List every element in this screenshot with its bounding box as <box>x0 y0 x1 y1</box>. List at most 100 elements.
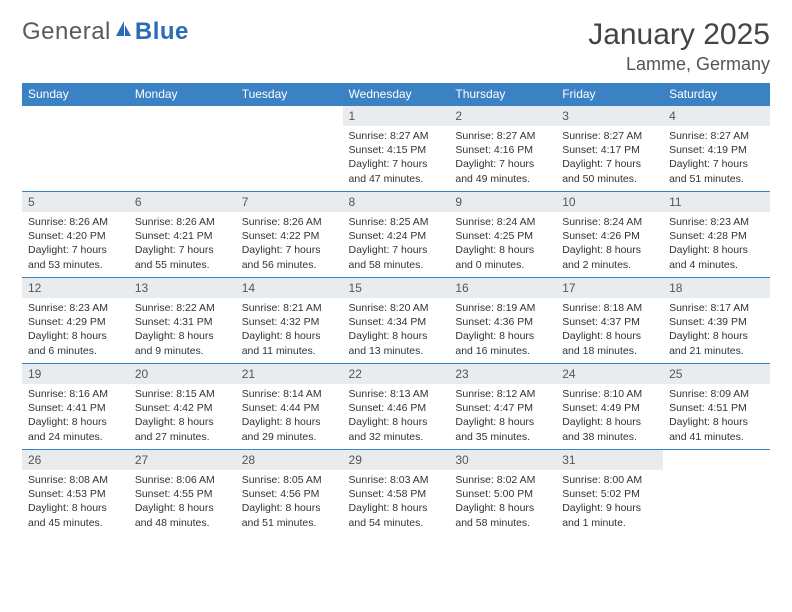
day-details: Sunrise: 8:17 AMSunset: 4:39 PMDaylight:… <box>663 298 770 362</box>
weekday-header: Tuesday <box>236 83 343 106</box>
daylight-text: Daylight: 8 hours and 0 minutes. <box>455 243 550 271</box>
sunrise-text: Sunrise: 8:09 AM <box>669 387 764 401</box>
day-number: 27 <box>129 450 236 470</box>
calendar-day-cell: 30Sunrise: 8:02 AMSunset: 5:00 PMDayligh… <box>449 450 556 536</box>
daylight-text: Daylight: 8 hours and 6 minutes. <box>28 329 123 357</box>
sunrise-text: Sunrise: 8:15 AM <box>135 387 230 401</box>
sunset-text: Sunset: 4:56 PM <box>242 487 337 501</box>
sunset-text: Sunset: 4:46 PM <box>349 401 444 415</box>
daylight-text: Daylight: 8 hours and 51 minutes. <box>242 501 337 529</box>
sunset-text: Sunset: 4:39 PM <box>669 315 764 329</box>
calendar-day-cell: 14Sunrise: 8:21 AMSunset: 4:32 PMDayligh… <box>236 278 343 364</box>
sunrise-text: Sunrise: 8:08 AM <box>28 473 123 487</box>
sunset-text: Sunset: 4:53 PM <box>28 487 123 501</box>
day-number: 18 <box>663 278 770 298</box>
calendar-empty-cell <box>129 106 236 192</box>
sunset-text: Sunset: 4:17 PM <box>562 143 657 157</box>
day-details: Sunrise: 8:15 AMSunset: 4:42 PMDaylight:… <box>129 384 236 448</box>
day-details: Sunrise: 8:10 AMSunset: 4:49 PMDaylight:… <box>556 384 663 448</box>
day-details: Sunrise: 8:24 AMSunset: 4:25 PMDaylight:… <box>449 212 556 276</box>
calendar-week-row: 19Sunrise: 8:16 AMSunset: 4:41 PMDayligh… <box>22 364 770 450</box>
daylight-text: Daylight: 8 hours and 29 minutes. <box>242 415 337 443</box>
sunset-text: Sunset: 4:37 PM <box>562 315 657 329</box>
sunset-text: Sunset: 4:42 PM <box>135 401 230 415</box>
daylight-text: Daylight: 8 hours and 21 minutes. <box>669 329 764 357</box>
sunrise-text: Sunrise: 8:27 AM <box>669 129 764 143</box>
calendar-day-cell: 7Sunrise: 8:26 AMSunset: 4:22 PMDaylight… <box>236 192 343 278</box>
sunrise-text: Sunrise: 8:13 AM <box>349 387 444 401</box>
sunset-text: Sunset: 4:25 PM <box>455 229 550 243</box>
sunrise-text: Sunrise: 8:27 AM <box>455 129 550 143</box>
day-details: Sunrise: 8:19 AMSunset: 4:36 PMDaylight:… <box>449 298 556 362</box>
sunset-text: Sunset: 4:20 PM <box>28 229 123 243</box>
daylight-text: Daylight: 8 hours and 48 minutes. <box>135 501 230 529</box>
daylight-text: Daylight: 8 hours and 35 minutes. <box>455 415 550 443</box>
calendar-day-cell: 4Sunrise: 8:27 AMSunset: 4:19 PMDaylight… <box>663 106 770 192</box>
sunrise-text: Sunrise: 8:26 AM <box>28 215 123 229</box>
day-details: Sunrise: 8:27 AMSunset: 4:15 PMDaylight:… <box>343 126 450 190</box>
weekday-header: Wednesday <box>343 83 450 106</box>
day-number: 28 <box>236 450 343 470</box>
sunset-text: Sunset: 4:16 PM <box>455 143 550 157</box>
day-details: Sunrise: 8:26 AMSunset: 4:21 PMDaylight:… <box>129 212 236 276</box>
sunset-text: Sunset: 4:44 PM <box>242 401 337 415</box>
calendar-empty-cell <box>236 106 343 192</box>
daylight-text: Daylight: 8 hours and 32 minutes. <box>349 415 444 443</box>
day-number: 21 <box>236 364 343 384</box>
calendar-day-cell: 11Sunrise: 8:23 AMSunset: 4:28 PMDayligh… <box>663 192 770 278</box>
day-number: 7 <box>236 192 343 212</box>
day-details: Sunrise: 8:14 AMSunset: 4:44 PMDaylight:… <box>236 384 343 448</box>
day-number: 29 <box>343 450 450 470</box>
day-number: 9 <box>449 192 556 212</box>
sunset-text: Sunset: 4:41 PM <box>28 401 123 415</box>
daylight-text: Daylight: 8 hours and 2 minutes. <box>562 243 657 271</box>
calendar-day-cell: 6Sunrise: 8:26 AMSunset: 4:21 PMDaylight… <box>129 192 236 278</box>
daylight-text: Daylight: 7 hours and 51 minutes. <box>669 157 764 185</box>
sunrise-text: Sunrise: 8:06 AM <box>135 473 230 487</box>
day-details: Sunrise: 8:27 AMSunset: 4:17 PMDaylight:… <box>556 126 663 190</box>
day-number: 2 <box>449 106 556 126</box>
weekday-header: Saturday <box>663 83 770 106</box>
calendar-week-row: 5Sunrise: 8:26 AMSunset: 4:20 PMDaylight… <box>22 192 770 278</box>
day-number: 1 <box>343 106 450 126</box>
day-number: 24 <box>556 364 663 384</box>
day-details: Sunrise: 8:23 AMSunset: 4:29 PMDaylight:… <box>22 298 129 362</box>
sunset-text: Sunset: 4:47 PM <box>455 401 550 415</box>
daylight-text: Daylight: 8 hours and 4 minutes. <box>669 243 764 271</box>
daylight-text: Daylight: 8 hours and 41 minutes. <box>669 415 764 443</box>
calendar-day-cell: 19Sunrise: 8:16 AMSunset: 4:41 PMDayligh… <box>22 364 129 450</box>
day-number: 10 <box>556 192 663 212</box>
sunrise-text: Sunrise: 8:00 AM <box>562 473 657 487</box>
day-number: 31 <box>556 450 663 470</box>
weekday-header: Thursday <box>449 83 556 106</box>
day-details: Sunrise: 8:18 AMSunset: 4:37 PMDaylight:… <box>556 298 663 362</box>
page-title: January 2025 <box>588 18 770 52</box>
day-details: Sunrise: 8:12 AMSunset: 4:47 PMDaylight:… <box>449 384 556 448</box>
day-details: Sunrise: 8:26 AMSunset: 4:20 PMDaylight:… <box>22 212 129 276</box>
daylight-text: Daylight: 8 hours and 9 minutes. <box>135 329 230 357</box>
sunrise-text: Sunrise: 8:19 AM <box>455 301 550 315</box>
day-details: Sunrise: 8:23 AMSunset: 4:28 PMDaylight:… <box>663 212 770 276</box>
calendar-day-cell: 2Sunrise: 8:27 AMSunset: 4:16 PMDaylight… <box>449 106 556 192</box>
day-details: Sunrise: 8:16 AMSunset: 4:41 PMDaylight:… <box>22 384 129 448</box>
sunset-text: Sunset: 4:22 PM <box>242 229 337 243</box>
sunset-text: Sunset: 4:15 PM <box>349 143 444 157</box>
sunrise-text: Sunrise: 8:05 AM <box>242 473 337 487</box>
sunset-text: Sunset: 5:02 PM <box>562 487 657 501</box>
sunset-text: Sunset: 4:49 PM <box>562 401 657 415</box>
daylight-text: Daylight: 8 hours and 18 minutes. <box>562 329 657 357</box>
calendar-day-cell: 8Sunrise: 8:25 AMSunset: 4:24 PMDaylight… <box>343 192 450 278</box>
daylight-text: Daylight: 9 hours and 1 minute. <box>562 501 657 529</box>
daylight-text: Daylight: 8 hours and 58 minutes. <box>455 501 550 529</box>
sunset-text: Sunset: 4:28 PM <box>669 229 764 243</box>
sunrise-text: Sunrise: 8:17 AM <box>669 301 764 315</box>
sunrise-text: Sunrise: 8:27 AM <box>562 129 657 143</box>
day-details: Sunrise: 8:00 AMSunset: 5:02 PMDaylight:… <box>556 470 663 534</box>
day-number: 4 <box>663 106 770 126</box>
header: General Blue January 2025 Lamme, Germany <box>22 18 770 75</box>
day-number: 19 <box>22 364 129 384</box>
day-number: 6 <box>129 192 236 212</box>
calendar-day-cell: 28Sunrise: 8:05 AMSunset: 4:56 PMDayligh… <box>236 450 343 536</box>
sunrise-text: Sunrise: 8:18 AM <box>562 301 657 315</box>
day-details: Sunrise: 8:05 AMSunset: 4:56 PMDaylight:… <box>236 470 343 534</box>
